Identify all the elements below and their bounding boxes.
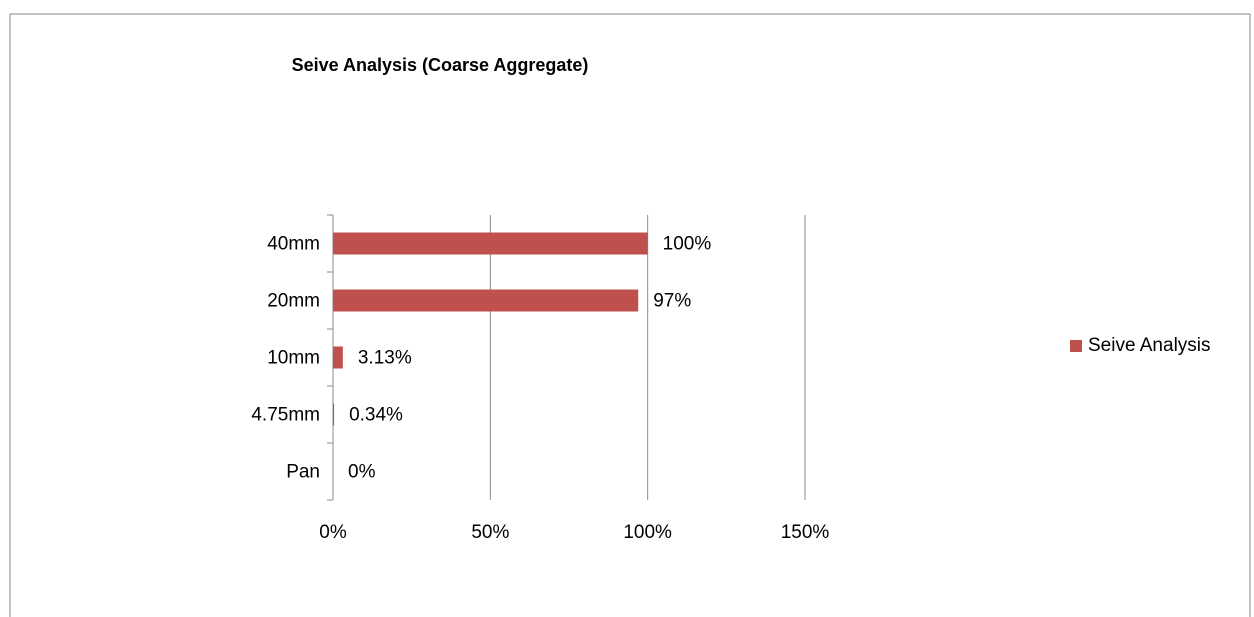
y-tick-label: 20mm <box>267 291 320 312</box>
data-label: 3.13% <box>358 348 412 369</box>
data-label: 0.34% <box>349 405 403 426</box>
y-tick-label: Pan <box>286 462 320 483</box>
x-tick-label: 50% <box>471 522 509 543</box>
x-tick-label: 100% <box>623 522 672 543</box>
bar <box>333 289 639 312</box>
bar <box>333 346 343 369</box>
legend-swatch <box>1070 340 1082 352</box>
y-tick-label: 4.75mm <box>251 405 320 426</box>
data-label: 0% <box>348 462 376 483</box>
data-label: 97% <box>653 291 691 312</box>
y-tick-label: 40mm <box>267 234 320 255</box>
data-label: 100% <box>663 234 712 255</box>
x-tick-label: 0% <box>319 522 347 543</box>
bar <box>333 232 648 255</box>
legend-label: Seive Analysis <box>1088 335 1211 356</box>
x-tick-label: 150% <box>781 522 830 543</box>
bar <box>333 403 335 426</box>
chart-title: Seive Analysis (Coarse Aggregate) <box>292 55 589 75</box>
chart-frame <box>9 13 1251 617</box>
y-tick-label: 10mm <box>267 348 320 369</box>
